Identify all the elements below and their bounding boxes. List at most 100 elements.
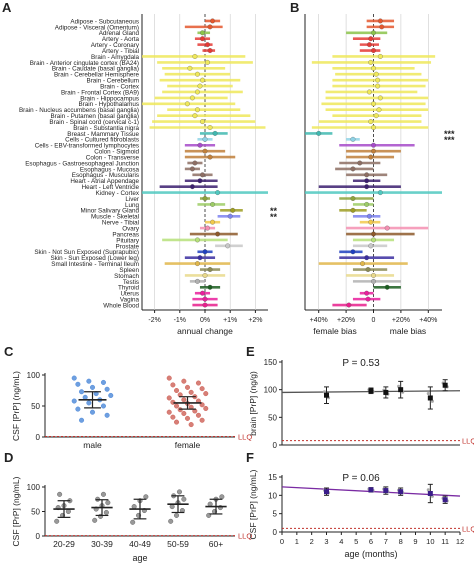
a-estimate-point xyxy=(202,302,208,308)
data-point xyxy=(86,378,92,384)
tissue-label: Skin - Not Sun Exposed (Suprapubic) xyxy=(34,249,139,256)
b-estimate-point xyxy=(316,130,322,136)
b-significance-marker: *** xyxy=(444,135,455,145)
data-point xyxy=(169,504,175,510)
b-estimate-point xyxy=(350,207,356,213)
b-x-tick-label: +40% xyxy=(419,317,437,324)
tissue-label: Brain - Hypothalamus xyxy=(78,101,139,108)
b-estimate-point xyxy=(371,101,376,107)
replicate-point xyxy=(426,488,430,492)
category-label: 60+ xyxy=(209,539,223,549)
y-tick-label: 10 xyxy=(268,491,277,500)
a-x-tick-label: 0% xyxy=(200,317,210,324)
x-axis-label: age xyxy=(132,553,147,563)
tissue-label: Uterus xyxy=(120,291,139,298)
a-estimate-point xyxy=(207,125,213,130)
tissue-label: Cells - Cultured fibroblasts xyxy=(65,137,139,144)
y-tick-label: 50 xyxy=(31,508,40,517)
y-tick-label: 0 xyxy=(36,532,41,541)
data-point xyxy=(203,405,209,411)
data-point xyxy=(79,417,85,423)
a-estimate-point xyxy=(200,36,205,42)
a-x-tick-label: +2% xyxy=(248,317,262,324)
tissue-label: Esophagus - Muscularis xyxy=(72,172,139,179)
data-point xyxy=(184,384,190,390)
tissue-label: Brain - Hippocampus xyxy=(80,95,139,102)
tissue-label: Vagina xyxy=(120,297,140,304)
b-estimate-point xyxy=(377,54,383,59)
x-tick-label: 8 xyxy=(399,537,403,546)
data-point xyxy=(199,386,205,392)
y-tick-label: 50 xyxy=(31,402,40,411)
a-estimate-point xyxy=(192,160,198,166)
y-axis-label: brain [PrP] (ng/g) xyxy=(248,371,258,436)
a-estimate-point xyxy=(207,154,213,160)
tissue-label: Artery - Tibial xyxy=(102,48,139,55)
data-point xyxy=(82,394,88,400)
tissue-label: Adrenal Gland xyxy=(99,30,140,37)
b-estimate-point xyxy=(371,278,376,284)
category-label: female xyxy=(175,440,201,450)
a-estimate-point xyxy=(207,24,213,30)
panel-label: D xyxy=(4,450,13,465)
a-x-tick-label: -1% xyxy=(174,317,186,324)
data-point xyxy=(181,410,187,416)
b-x-tick-label: +40% xyxy=(310,317,328,324)
tissue-label: Whole Blood xyxy=(103,302,139,309)
tissue-label: Liver xyxy=(125,196,139,203)
b-estimate-point xyxy=(366,42,372,48)
data-point xyxy=(131,504,137,510)
data-point xyxy=(203,391,209,397)
b-significance-marker: *** xyxy=(444,129,455,139)
b-estimate-point xyxy=(373,71,379,77)
a-estimate-point xyxy=(189,184,195,190)
x-tick-label: 3 xyxy=(324,537,328,546)
x-tick-label: 9 xyxy=(413,537,417,546)
data-point xyxy=(188,422,194,428)
b-estimate-point xyxy=(346,302,352,308)
tissue-label: Stomach xyxy=(114,273,139,280)
mean-point xyxy=(368,388,374,394)
replicate-point xyxy=(397,384,401,388)
data-point xyxy=(54,518,60,524)
b-x-axis-label-male: male bias xyxy=(390,326,426,336)
b-estimate-point xyxy=(368,36,374,42)
data-point xyxy=(75,406,81,412)
b-x-tick-label: +20% xyxy=(337,317,355,324)
b-estimate-point xyxy=(371,125,376,130)
b-x-tick-label: 0 xyxy=(372,317,376,324)
b-estimate-point xyxy=(364,201,370,207)
replicate-point xyxy=(426,391,430,396)
y-tick-label: 5 xyxy=(273,510,278,519)
b-estimate-point xyxy=(371,272,376,278)
a-estimate-point xyxy=(184,101,190,107)
a-estimate-point xyxy=(202,136,208,142)
mean-point xyxy=(324,489,329,495)
y-axis-label: CSF [PrP] (ng/mL) xyxy=(11,476,21,546)
x-tick-label: 12 xyxy=(456,537,464,546)
panel-d: D 0 50 100 CSF [PrP] (ng/mL) LLQ 20-29 30-39 40-… xyxy=(4,450,252,563)
mean-point xyxy=(368,487,374,493)
tissue-label: Adipose - Visceral (Omentum) xyxy=(55,24,139,31)
data-point xyxy=(181,378,187,384)
a-estimate-point xyxy=(210,201,216,207)
tissue-label: Pituitary xyxy=(116,237,140,244)
a-significance-marker: ** xyxy=(270,212,278,222)
b-estimate-point xyxy=(364,178,370,184)
y-tick-label: 150 xyxy=(264,358,278,367)
panel-b: B +40% +20% 0 +20% +40% ****** female bias male … xyxy=(290,0,455,336)
x-tick-label: 1 xyxy=(295,537,299,546)
tissue-label: Heart - Left Ventricle xyxy=(82,184,140,191)
tissue-label: Minor Salivary Gland xyxy=(81,208,140,215)
category-label: 20-29 xyxy=(53,539,75,549)
y-axis-label: CSF [PrP] (ng/mL) xyxy=(248,469,258,539)
a-estimate-point xyxy=(202,249,208,255)
data-point xyxy=(166,395,172,401)
a-estimate-point xyxy=(207,284,213,290)
data-point xyxy=(89,409,95,415)
x-tick-label: 6 xyxy=(369,537,373,546)
a-estimate-point xyxy=(205,42,210,48)
data-point xyxy=(92,517,98,523)
